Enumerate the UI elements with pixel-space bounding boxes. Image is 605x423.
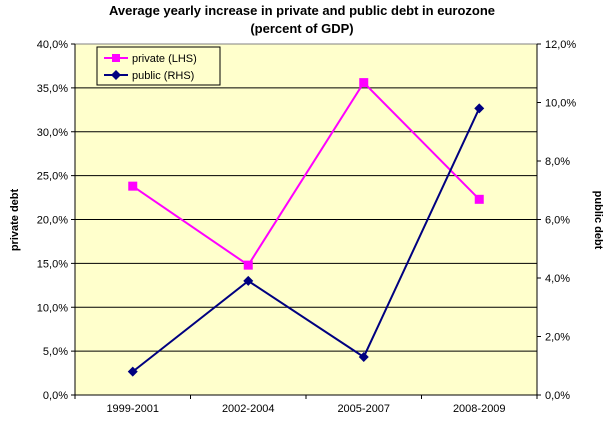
chart-title-line2: (percent of GDP)	[250, 21, 353, 36]
series-line-private	[132, 81, 480, 267]
x-tick-label: 1999-2001	[106, 403, 159, 415]
left-axis-title: private debt	[9, 188, 21, 251]
right-tick-label: 12,0%	[545, 39, 576, 51]
right-tick-label: 6,0%	[545, 215, 570, 227]
left-tick-label: 25,0%	[37, 171, 68, 183]
right-tick-label: 2,0%	[545, 332, 570, 344]
left-tick-label: 20,0%	[37, 215, 68, 227]
left-axis-ticks: 0,0% 5,0% 10,0% 15,0% 20,0% 25,0% 30,0% 35,0% 40…	[37, 39, 75, 402]
private-data-point	[128, 181, 138, 191]
public-data-point	[358, 351, 369, 362]
left-tick-label: 30,0%	[37, 127, 68, 139]
left-tick-label: 0,0%	[43, 390, 68, 402]
x-tick-label: 2002-2004	[222, 403, 275, 415]
legend-private-label: private (LHS)	[132, 53, 197, 65]
private-data-point	[474, 194, 484, 204]
x-tick-label: 2005-2007	[337, 403, 390, 415]
x-axis-ticks: 1999-2001 2002-2004 2005-2007 2008-2009	[74, 395, 538, 415]
series-layer	[127, 78, 485, 377]
legend: private (LHS) public (RHS)	[96, 46, 221, 86]
private-data-point	[359, 78, 369, 88]
legend-box	[96, 46, 221, 86]
public-data-point	[127, 366, 138, 377]
legend-private-marker	[112, 54, 120, 62]
public-data-point	[243, 275, 254, 286]
left-tick-label: 40,0%	[37, 39, 68, 51]
right-tick-label: 4,0%	[545, 273, 570, 285]
right-tick-label: 8,0%	[545, 156, 570, 168]
right-tick-label: 10,0%	[545, 98, 576, 110]
right-axis-title: public debt	[592, 191, 604, 250]
private-data-point	[243, 260, 253, 270]
x-tick-label: 2008-2009	[453, 403, 506, 415]
public-data-point	[474, 103, 485, 114]
legend-public-marker	[111, 70, 121, 80]
legend-public-label: public (RHS)	[132, 70, 194, 82]
left-tick-label: 10,0%	[37, 302, 68, 314]
left-tick-label: 5,0%	[43, 346, 68, 358]
right-axis-ticks: 0,0% 2,0% 4,0% 6,0% 8,0% 10,0% 12,0%	[537, 39, 576, 402]
right-tick-label: 0,0%	[545, 390, 570, 402]
chart-title-line1: Average yearly increase in private and p…	[109, 3, 495, 18]
left-tick-label: 15,0%	[37, 258, 68, 270]
series-line-public	[132, 107, 481, 373]
left-tick-label: 35,0%	[37, 83, 68, 95]
